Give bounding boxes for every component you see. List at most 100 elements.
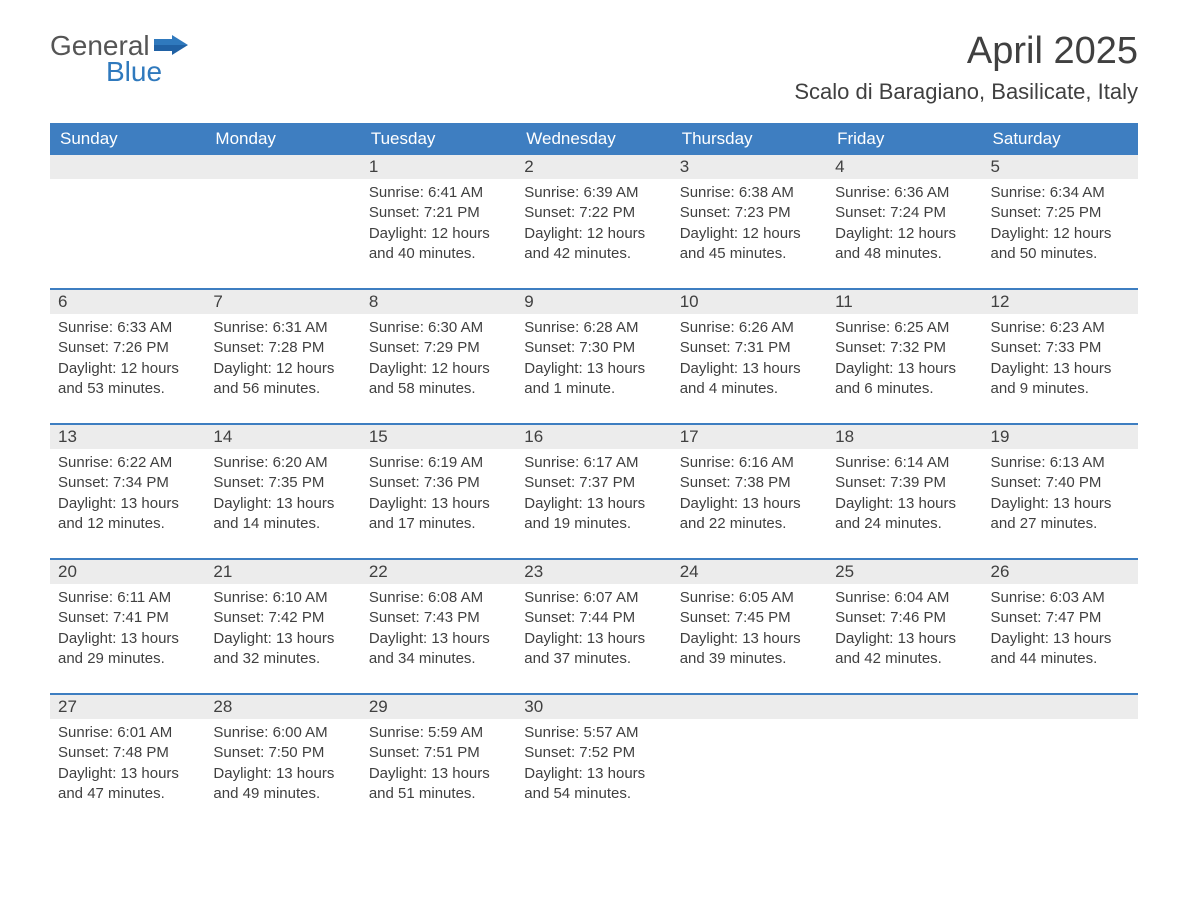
sunrise-text: Sunrise: 6:03 AM [991, 588, 1130, 608]
sunrise-text: Sunrise: 6:08 AM [369, 588, 508, 608]
day-number: 20 [50, 560, 205, 584]
day-cell: 4Sunrise: 6:36 AMSunset: 7:24 PMDaylight… [827, 155, 982, 272]
title-block: April 2025 Scalo di Baragiano, Basilicat… [794, 30, 1138, 105]
day-body: Sunrise: 6:36 AMSunset: 7:24 PMDaylight:… [827, 179, 982, 272]
day-number: 14 [205, 425, 360, 449]
week-row: 20Sunrise: 6:11 AMSunset: 7:41 PMDayligh… [50, 558, 1138, 677]
day-cell: 30Sunrise: 5:57 AMSunset: 7:52 PMDayligh… [516, 695, 671, 812]
daylight-text: Daylight: 13 hours and 6 minutes. [835, 359, 974, 400]
day-cell: 26Sunrise: 6:03 AMSunset: 7:47 PMDayligh… [983, 560, 1138, 677]
sunset-text: Sunset: 7:33 PM [991, 338, 1130, 358]
weeks-container: 1Sunrise: 6:41 AMSunset: 7:21 PMDaylight… [50, 155, 1138, 812]
day-body: Sunrise: 6:39 AMSunset: 7:22 PMDaylight:… [516, 179, 671, 272]
daylight-text: Daylight: 13 hours and 1 minute. [524, 359, 663, 400]
daylight-text: Daylight: 13 hours and 39 minutes. [680, 629, 819, 670]
day-body: Sunrise: 6:38 AMSunset: 7:23 PMDaylight:… [672, 179, 827, 272]
sunset-text: Sunset: 7:37 PM [524, 473, 663, 493]
daylight-text: Daylight: 13 hours and 17 minutes. [369, 494, 508, 535]
daylight-text: Daylight: 13 hours and 47 minutes. [58, 764, 197, 805]
sunset-text: Sunset: 7:46 PM [835, 608, 974, 628]
day-body: Sunrise: 6:01 AMSunset: 7:48 PMDaylight:… [50, 719, 205, 812]
day-number: 8 [361, 290, 516, 314]
sunset-text: Sunset: 7:29 PM [369, 338, 508, 358]
day-number: 7 [205, 290, 360, 314]
sunrise-text: Sunrise: 6:13 AM [991, 453, 1130, 473]
sunset-text: Sunset: 7:45 PM [680, 608, 819, 628]
sunrise-text: Sunrise: 6:26 AM [680, 318, 819, 338]
day-cell: 13Sunrise: 6:22 AMSunset: 7:34 PMDayligh… [50, 425, 205, 542]
day-cell: 29Sunrise: 5:59 AMSunset: 7:51 PMDayligh… [361, 695, 516, 812]
sunset-text: Sunset: 7:22 PM [524, 203, 663, 223]
weekday-monday: Monday [205, 123, 360, 155]
sunset-text: Sunset: 7:26 PM [58, 338, 197, 358]
sunset-text: Sunset: 7:35 PM [213, 473, 352, 493]
sunrise-text: Sunrise: 6:28 AM [524, 318, 663, 338]
day-body: Sunrise: 6:34 AMSunset: 7:25 PMDaylight:… [983, 179, 1138, 272]
day-cell [205, 155, 360, 272]
day-body: Sunrise: 6:11 AMSunset: 7:41 PMDaylight:… [50, 584, 205, 677]
day-body: Sunrise: 6:00 AMSunset: 7:50 PMDaylight:… [205, 719, 360, 812]
daylight-text: Daylight: 13 hours and 27 minutes. [991, 494, 1130, 535]
week-row: 27Sunrise: 6:01 AMSunset: 7:48 PMDayligh… [50, 693, 1138, 812]
daylight-text: Daylight: 13 hours and 51 minutes. [369, 764, 508, 805]
day-number: 27 [50, 695, 205, 719]
sunset-text: Sunset: 7:50 PM [213, 743, 352, 763]
day-cell: 9Sunrise: 6:28 AMSunset: 7:30 PMDaylight… [516, 290, 671, 407]
sunrise-text: Sunrise: 6:17 AM [524, 453, 663, 473]
sunrise-text: Sunrise: 6:31 AM [213, 318, 352, 338]
day-number: 19 [983, 425, 1138, 449]
day-body: Sunrise: 6:25 AMSunset: 7:32 PMDaylight:… [827, 314, 982, 407]
weekday-tuesday: Tuesday [361, 123, 516, 155]
sunrise-text: Sunrise: 6:30 AM [369, 318, 508, 338]
day-body: Sunrise: 6:04 AMSunset: 7:46 PMDaylight:… [827, 584, 982, 677]
sunrise-text: Sunrise: 5:57 AM [524, 723, 663, 743]
day-number: 16 [516, 425, 671, 449]
day-number [205, 155, 360, 179]
day-cell: 27Sunrise: 6:01 AMSunset: 7:48 PMDayligh… [50, 695, 205, 812]
daylight-text: Daylight: 13 hours and 32 minutes. [213, 629, 352, 670]
day-body: Sunrise: 6:41 AMSunset: 7:21 PMDaylight:… [361, 179, 516, 272]
day-number: 9 [516, 290, 671, 314]
daylight-text: Daylight: 13 hours and 49 minutes. [213, 764, 352, 805]
sunset-text: Sunset: 7:42 PM [213, 608, 352, 628]
weekday-wednesday: Wednesday [516, 123, 671, 155]
day-number: 15 [361, 425, 516, 449]
sunset-text: Sunset: 7:43 PM [369, 608, 508, 628]
weekday-sunday: Sunday [50, 123, 205, 155]
day-cell: 22Sunrise: 6:08 AMSunset: 7:43 PMDayligh… [361, 560, 516, 677]
sunrise-text: Sunrise: 6:39 AM [524, 183, 663, 203]
day-cell: 28Sunrise: 6:00 AMSunset: 7:50 PMDayligh… [205, 695, 360, 812]
sunrise-text: Sunrise: 6:14 AM [835, 453, 974, 473]
day-cell [983, 695, 1138, 812]
daylight-text: Daylight: 13 hours and 9 minutes. [991, 359, 1130, 400]
sunrise-text: Sunrise: 6:01 AM [58, 723, 197, 743]
daylight-text: Daylight: 13 hours and 19 minutes. [524, 494, 663, 535]
day-number: 28 [205, 695, 360, 719]
daylight-text: Daylight: 12 hours and 56 minutes. [213, 359, 352, 400]
day-body: Sunrise: 6:03 AMSunset: 7:47 PMDaylight:… [983, 584, 1138, 677]
sunrise-text: Sunrise: 6:04 AM [835, 588, 974, 608]
day-cell: 23Sunrise: 6:07 AMSunset: 7:44 PMDayligh… [516, 560, 671, 677]
day-body: Sunrise: 6:28 AMSunset: 7:30 PMDaylight:… [516, 314, 671, 407]
logo-word2: Blue [106, 56, 162, 88]
sunrise-text: Sunrise: 6:10 AM [213, 588, 352, 608]
daylight-text: Daylight: 12 hours and 50 minutes. [991, 224, 1130, 265]
day-body: Sunrise: 6:05 AMSunset: 7:45 PMDaylight:… [672, 584, 827, 677]
day-body: Sunrise: 6:31 AMSunset: 7:28 PMDaylight:… [205, 314, 360, 407]
day-cell: 17Sunrise: 6:16 AMSunset: 7:38 PMDayligh… [672, 425, 827, 542]
day-number: 30 [516, 695, 671, 719]
day-body: Sunrise: 6:22 AMSunset: 7:34 PMDaylight:… [50, 449, 205, 542]
day-body: Sunrise: 6:10 AMSunset: 7:42 PMDaylight:… [205, 584, 360, 677]
sunset-text: Sunset: 7:51 PM [369, 743, 508, 763]
daylight-text: Daylight: 13 hours and 34 minutes. [369, 629, 508, 670]
day-number: 21 [205, 560, 360, 584]
day-cell: 5Sunrise: 6:34 AMSunset: 7:25 PMDaylight… [983, 155, 1138, 272]
daylight-text: Daylight: 12 hours and 42 minutes. [524, 224, 663, 265]
day-number: 29 [361, 695, 516, 719]
weekday-friday: Friday [827, 123, 982, 155]
day-number: 24 [672, 560, 827, 584]
sunset-text: Sunset: 7:28 PM [213, 338, 352, 358]
day-cell: 25Sunrise: 6:04 AMSunset: 7:46 PMDayligh… [827, 560, 982, 677]
sunset-text: Sunset: 7:44 PM [524, 608, 663, 628]
daylight-text: Daylight: 12 hours and 48 minutes. [835, 224, 974, 265]
